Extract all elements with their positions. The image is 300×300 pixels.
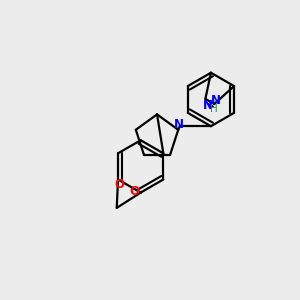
Text: N: N: [211, 94, 221, 107]
Text: O: O: [115, 178, 124, 191]
Text: H: H: [210, 104, 218, 114]
Text: O: O: [129, 184, 139, 198]
Text: N: N: [174, 118, 184, 131]
Text: N: N: [203, 99, 213, 112]
